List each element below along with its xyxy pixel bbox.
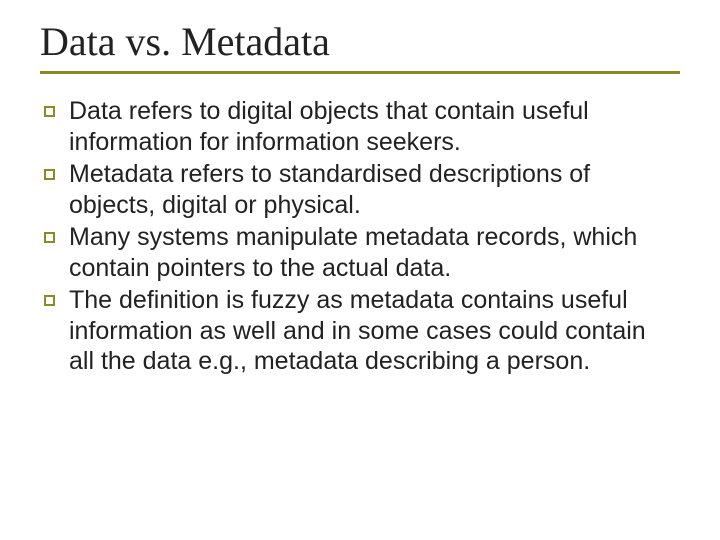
list-item: Metadata refers to standardised descript…: [44, 159, 676, 220]
bullet-text: The definition is fuzzy as metadata cont…: [69, 285, 676, 377]
square-bullet-icon: [44, 232, 55, 243]
bullet-text: Many systems manipulate metadata records…: [69, 222, 676, 283]
bullet-text: Data refers to digital objects that cont…: [69, 96, 676, 157]
bullet-text: Metadata refers to standardised descript…: [69, 159, 676, 220]
square-bullet-icon: [44, 106, 55, 117]
square-bullet-icon: [44, 295, 55, 306]
title-underline: [40, 71, 680, 74]
slide-title: Data vs. Metadata: [40, 18, 680, 65]
square-bullet-icon: [44, 169, 55, 180]
list-item: Many systems manipulate metadata records…: [44, 222, 676, 283]
list-item: Data refers to digital objects that cont…: [44, 96, 676, 157]
list-item: The definition is fuzzy as metadata cont…: [44, 285, 676, 377]
bullet-list: Data refers to digital objects that cont…: [40, 96, 680, 377]
slide: Data vs. Metadata Data refers to digital…: [0, 0, 720, 540]
